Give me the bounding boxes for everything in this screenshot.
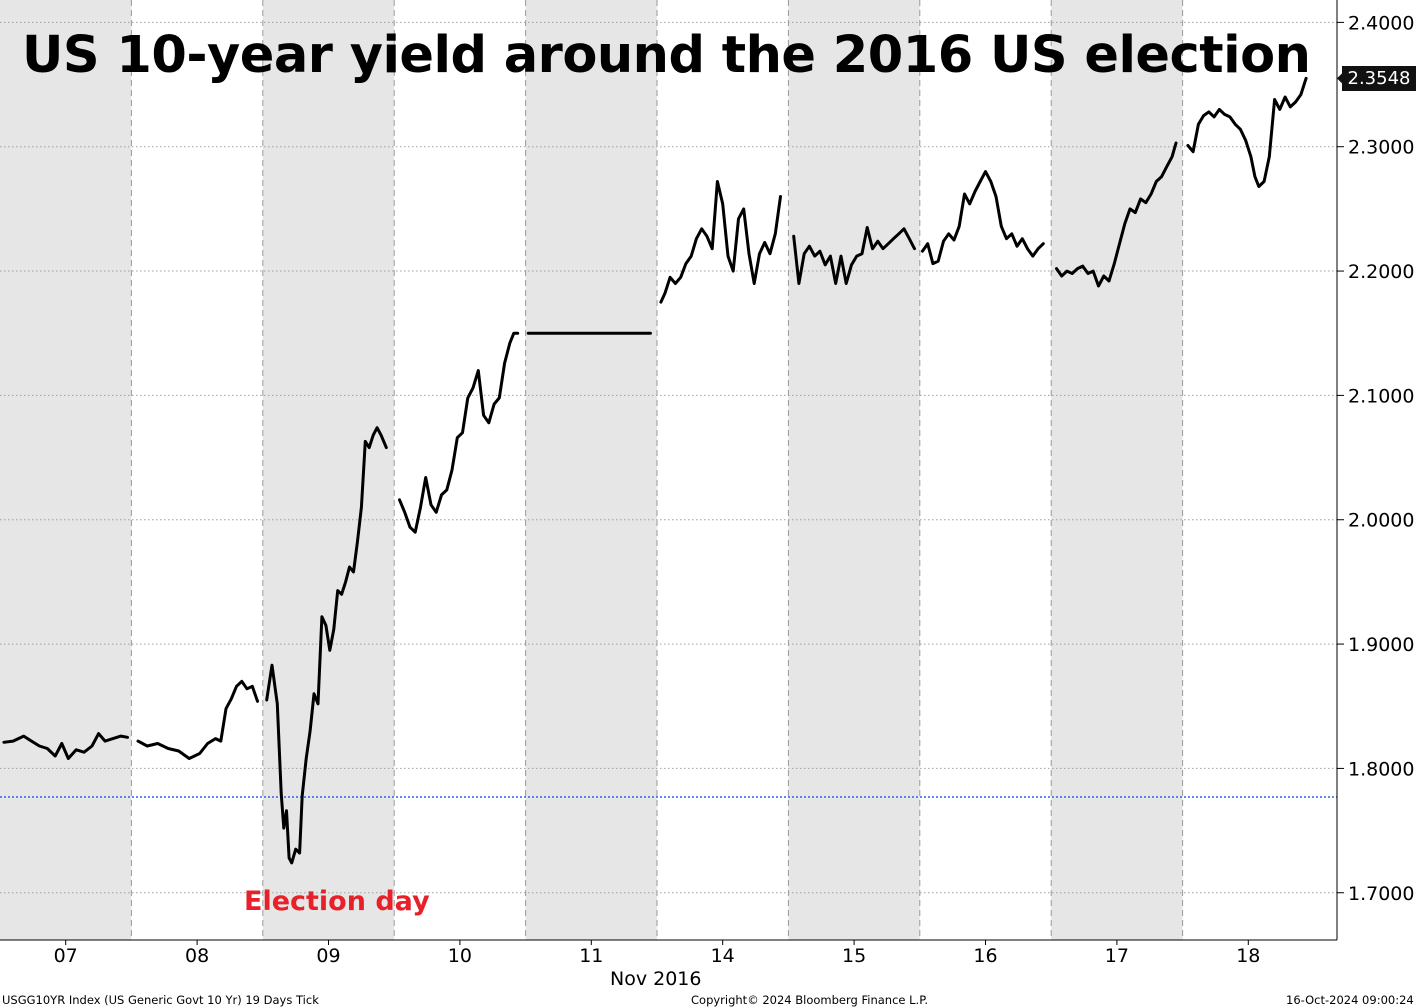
x-tick-16: 16: [973, 945, 997, 967]
y-tick-1.7000: 1.7000: [1348, 883, 1414, 905]
x-tick-14: 14: [711, 945, 735, 967]
series-segment-14: [659, 180, 782, 304]
day-band-11: [525, 0, 657, 940]
day-band-15: [788, 0, 920, 940]
day-band-07: [0, 0, 132, 940]
series-segment-15: [792, 226, 916, 285]
day-band-09: [262, 0, 395, 940]
last-value-pointer: [1337, 72, 1343, 85]
footer-copyright: Copyright© 2024 Bloomberg Finance L.P.: [691, 993, 928, 1007]
series-segment-08: [136, 679, 259, 760]
day-shading-bands: [0, 0, 1183, 940]
x-tick-08: 08: [185, 945, 209, 967]
series-segment-17: [1055, 141, 1178, 288]
x-tick-09: 09: [316, 945, 340, 967]
y-tick-labels: 1.7000 1.8000 1.9000 2.0000 2.1000 2.2000 2.30…: [1348, 12, 1414, 904]
y-tick-1.8000: 1.8000: [1348, 758, 1414, 780]
footer-timestamp: 16-Oct-2024 09:00:24: [1286, 993, 1414, 1007]
x-tick-labels: 07 08 09 10 11 14 15 16 17 18: [54, 945, 1261, 967]
x-tick-15: 15: [842, 945, 866, 967]
last-value-tag: 2.3548: [1342, 65, 1416, 91]
series-segment-09: [265, 426, 388, 865]
day-separator-lines: [130, 0, 1184, 940]
y-tick-2.2000: 2.2000: [1348, 261, 1414, 283]
y-tick-2.3000: 2.3000: [1348, 137, 1414, 159]
series-segment-16: [920, 170, 1045, 266]
y-tick-2.4000: 2.4000: [1348, 12, 1414, 34]
axes-group: [0, 0, 1344, 945]
yield-series-group: [2, 76, 1308, 865]
month-axis-label: Nov 2016: [610, 968, 702, 990]
series-segment-10: [398, 331, 520, 534]
chart-title: US 10-year yield around the 2016 US elec…: [22, 26, 1311, 85]
x-tick-11: 11: [579, 945, 603, 967]
y-tick-2.0000: 2.0000: [1348, 510, 1414, 532]
x-tick-17: 17: [1105, 945, 1129, 967]
x-tick-10: 10: [448, 945, 472, 967]
x-tick-07: 07: [54, 945, 78, 967]
x-tick-18: 18: [1236, 945, 1260, 967]
horizontal-gridlines: [0, 21, 1337, 894]
footer-ticker: USGG10YR Index (US Generic Govt 10 Yr) 1…: [2, 993, 319, 1007]
series-segment-18: [1186, 76, 1308, 188]
election-day-annotation: Election day: [244, 886, 430, 917]
y-tick-2.1000: 2.1000: [1348, 385, 1414, 407]
series-segment-07: [2, 732, 129, 760]
y-tick-1.9000: 1.9000: [1348, 634, 1414, 656]
day-band-17: [1051, 0, 1183, 940]
